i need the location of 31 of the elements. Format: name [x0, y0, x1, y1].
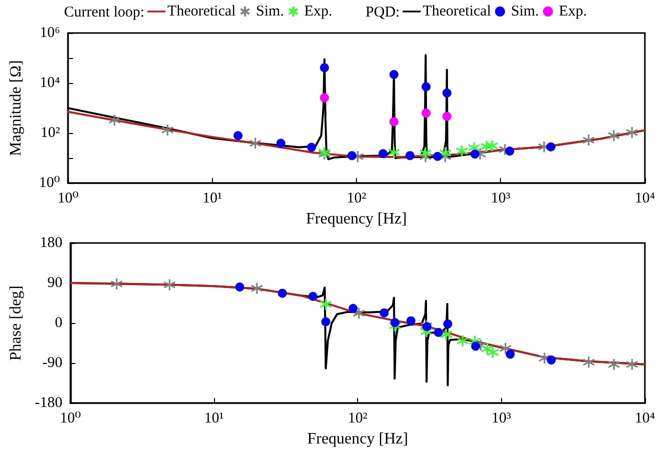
x-axis-title: Frequency [Hz]: [306, 210, 407, 228]
x-tick-label: 10⁴: [634, 190, 656, 207]
legend-label: Exp.: [558, 4, 587, 20]
y-tick-label: 10⁰: [38, 175, 60, 192]
legend-label: Theoretical: [167, 4, 236, 20]
legend-label: Theoretical: [422, 4, 492, 20]
x-tick-label: 10¹: [204, 410, 224, 427]
x-tick-label: 10²: [348, 410, 368, 427]
legend-label: Exp.: [304, 4, 332, 20]
legend-label: Sim.: [511, 4, 539, 20]
y-axis-title: Phase [deg]: [8, 286, 24, 361]
x-tick-label: 10¹: [202, 190, 222, 207]
y-tick-label: 180: [40, 235, 62, 251]
x-tick-label: 10³: [490, 190, 511, 207]
y-tick-label: 10⁶: [40, 25, 60, 41]
legend-label: Sim.: [256, 4, 284, 20]
y-tick-label: -180: [34, 395, 62, 412]
x-tick-label: 10⁰: [60, 410, 81, 427]
y-tick-label: 10⁴: [40, 75, 60, 92]
y-tick-label: -90: [42, 355, 62, 372]
y-tick-label: 10²: [40, 125, 60, 142]
text: Current loop:: [64, 4, 144, 20]
text: PQD:: [366, 4, 400, 20]
y-tick-label: 0: [54, 315, 62, 332]
y-axis-title: Magnitude [Ω]: [8, 60, 24, 156]
x-tick-label: 10⁴: [634, 410, 656, 427]
x-tick-label: 10⁰: [57, 190, 79, 207]
x-axis-title: Frequency [Hz]: [307, 430, 408, 448]
x-tick-label: 10³: [492, 410, 512, 427]
x-tick-label: 10²: [346, 190, 367, 207]
y-tick-label: 90: [47, 275, 62, 292]
